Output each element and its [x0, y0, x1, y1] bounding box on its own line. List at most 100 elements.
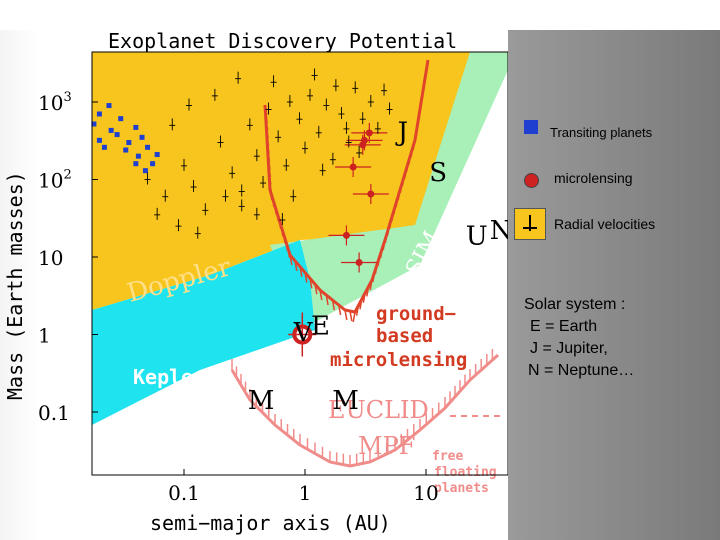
microlensing-hatch — [424, 67, 428, 79]
transit-point — [118, 116, 124, 122]
microlensing-hatch — [352, 311, 356, 323]
microlensing-hatch — [391, 211, 395, 222]
microlensing-hatch — [267, 158, 271, 170]
microlensing-point — [365, 129, 373, 137]
microlensing-hatch — [408, 154, 412, 165]
kepler-label: Kepler — [133, 365, 205, 389]
microlensing-hatch — [284, 240, 289, 251]
x-tick-label: 0.1 — [168, 481, 200, 505]
microlensing-hatch — [399, 182, 403, 193]
microlensing-label: microlensing — [330, 349, 467, 371]
microlensing-hatch — [325, 294, 329, 306]
ground-label: ground− — [376, 303, 456, 325]
microlensing-hatch — [266, 151, 271, 162]
legend-item-radial-velocities: Radial velocities — [512, 205, 712, 245]
kepler-region — [92, 240, 315, 425]
chart-title: Exoplanet Discovery Potential — [108, 30, 457, 53]
transit-point — [142, 168, 148, 174]
solar-system-key: Solar system : E = Earth J = Jupiter, N … — [524, 294, 714, 382]
based-label: based — [376, 325, 433, 347]
y-tick-label: 103 — [38, 90, 72, 115]
microlensing-point — [342, 231, 350, 239]
transit-point — [106, 103, 112, 109]
legend-item-microlensing: microlensing — [512, 158, 712, 198]
x-tick-label: 1 — [299, 481, 312, 505]
microlensing-hatch — [369, 279, 373, 291]
transit-point — [154, 152, 160, 158]
microlensing-hatch — [374, 263, 378, 275]
planet-label-e: E — [311, 312, 330, 342]
planet-label-n: N — [490, 216, 508, 246]
y-tick-label: 102 — [38, 168, 72, 193]
microlensing-hatch — [338, 304, 342, 316]
microlensing-hatch — [289, 254, 293, 266]
microlensing-hatch — [268, 182, 273, 193]
microlensing-hatch — [264, 104, 268, 116]
microlensing-hatch — [278, 218, 282, 230]
x-axis-label: semi−major axis (AU) — [150, 511, 391, 535]
microlensing-hatch — [401, 175, 406, 186]
euclid-label: EUCLID — [328, 396, 429, 424]
planet-label-s: S — [429, 158, 447, 188]
solar-system-line-neptune: N = Neptune… — [528, 362, 635, 379]
microlensing-hatch — [344, 309, 348, 321]
microlensing-hatch — [355, 305, 360, 316]
legend-square-marker — [524, 120, 538, 134]
microlensing-hatch — [299, 266, 303, 277]
microlensing-hatch — [275, 211, 280, 222]
microlensing-hatch — [268, 174, 272, 185]
sim-region — [270, 52, 508, 330]
microlensing-hatch — [280, 225, 284, 237]
planet-label-v: V — [293, 318, 314, 348]
y-tick-label: 1 — [38, 324, 51, 348]
microlensing-hatch — [379, 247, 384, 259]
mpf-label: MPF — [358, 432, 415, 460]
microlensing-hatch — [287, 247, 291, 258]
data-points — [91, 68, 393, 357]
x-tick-label: 10 — [413, 481, 438, 505]
transit-point — [108, 127, 114, 133]
microlensing-hatch — [386, 225, 391, 236]
microlensing-point — [360, 136, 368, 144]
microlensing-hatch — [382, 239, 386, 251]
microlensing-hatch — [269, 189, 273, 201]
solar-system-line-jupiter: J = Jupiter, — [530, 340, 608, 357]
transit-point — [135, 153, 141, 159]
microlensing-hatch — [264, 112, 268, 123]
chart-figure: DopplerKeplerSIMground−basedmicrolensing… — [3, 30, 508, 535]
microlensing-point — [367, 190, 375, 198]
microlensing-hatch — [377, 255, 381, 267]
transit-point — [123, 147, 129, 153]
y-tick-label: 0.1 — [38, 401, 70, 425]
microlensing-hatch — [393, 204, 397, 215]
microlensing-hatch — [395, 197, 399, 208]
legend-label-microlensing: microlensing — [554, 170, 633, 186]
planet-label-u: U — [466, 221, 488, 251]
floating-label: floating — [434, 465, 497, 480]
y-axis-label: Mass (Earth masses) — [3, 171, 27, 400]
slide-top-bar — [0, 0, 720, 30]
transit-point — [133, 124, 139, 130]
plot-frame — [91, 51, 508, 476]
euclid-curve — [230, 353, 499, 468]
microlensing-hatch — [372, 271, 376, 283]
legend-label-radial-velocities: Radial velocities — [554, 216, 656, 232]
axes: Exoplanet Discovery Potential semi−major … — [3, 30, 508, 535]
microlensing-hatch — [319, 289, 323, 301]
microlensing-hatch — [265, 128, 269, 139]
microlensing-hatch — [410, 147, 414, 158]
microlensing-hatch — [294, 260, 298, 271]
microlensing-hatch — [314, 284, 318, 295]
microlensing-hatch — [349, 310, 353, 322]
transit-point — [114, 132, 120, 138]
planet-label-m: M — [248, 386, 275, 416]
transit-point — [133, 161, 139, 167]
microlensing-hatch — [388, 218, 393, 229]
transit-point — [96, 111, 102, 117]
microlensing-hatch — [273, 204, 277, 215]
transit-point — [101, 144, 107, 150]
transit-point — [150, 161, 156, 167]
legend-errorbar-marker — [514, 208, 546, 240]
microlensing-hatch — [384, 232, 388, 243]
planets-label: planets — [434, 481, 489, 496]
